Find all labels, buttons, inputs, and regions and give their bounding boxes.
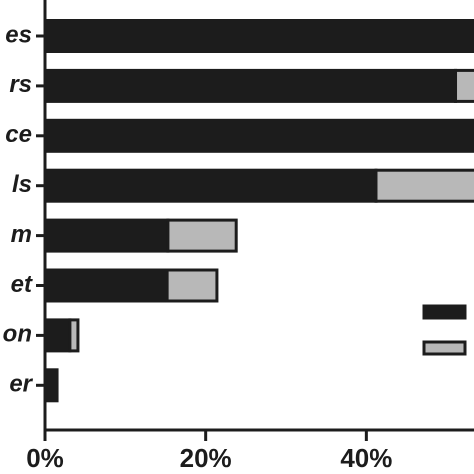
bar-segment — [165, 268, 219, 303]
bar-segment — [43, 118, 474, 153]
bar-segment — [68, 318, 80, 353]
x-tick-label: 0% — [26, 443, 64, 473]
bar-segment — [43, 268, 169, 303]
bar-segment — [166, 218, 238, 253]
category-label: er — [9, 371, 33, 398]
legend-swatch — [422, 304, 467, 320]
bar-segment — [43, 19, 474, 53]
category-label: ce — [5, 121, 32, 148]
x-tick-label: 20% — [180, 443, 232, 473]
legend-swatch — [422, 340, 467, 356]
category-label: m — [11, 221, 32, 248]
bar-segment — [374, 168, 474, 203]
x-tick-label: 40% — [340, 443, 392, 473]
category-label: ls — [12, 171, 32, 198]
category-label: on — [3, 321, 32, 348]
category-label: rs — [9, 71, 32, 98]
bar-segment — [43, 318, 72, 353]
category-label: et — [11, 271, 33, 298]
bar-segment — [43, 68, 458, 103]
bar-segment — [454, 68, 474, 103]
bar-segment — [43, 218, 170, 253]
bar-segment — [43, 168, 378, 203]
bar-segment — [43, 368, 59, 403]
category-label: es — [5, 21, 32, 48]
